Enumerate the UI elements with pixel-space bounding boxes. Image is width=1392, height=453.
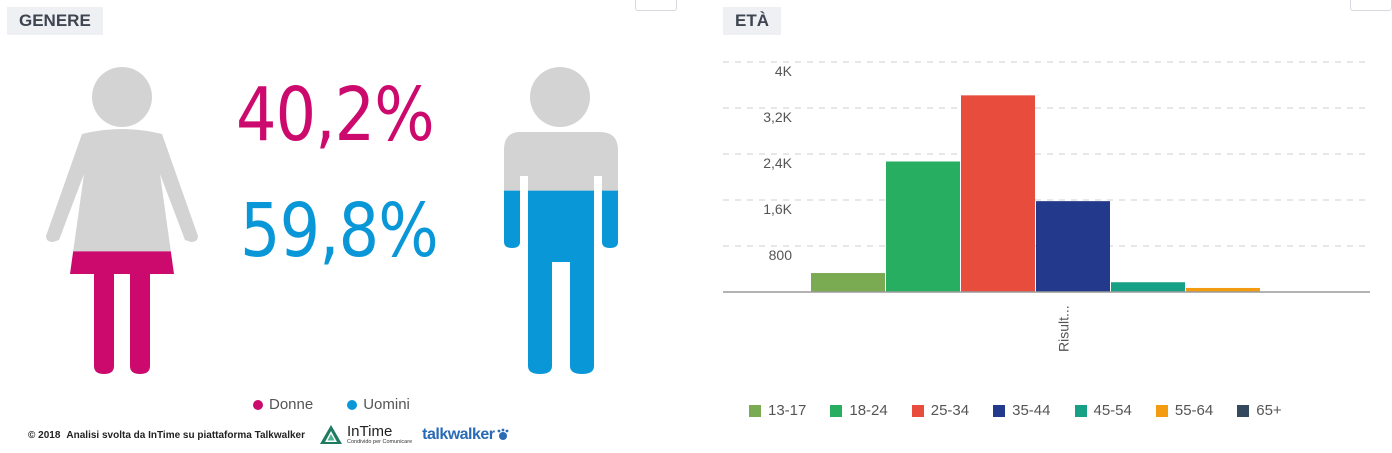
age-legend-label: 35-44 bbox=[1012, 402, 1051, 419]
age-legend-item[interactable]: 65+ bbox=[1237, 402, 1282, 419]
talkwalker-footprint-icon bbox=[497, 428, 508, 440]
age-legend-swatch bbox=[1074, 404, 1087, 417]
age-legend-label: 25-34 bbox=[930, 402, 970, 419]
y-tick-label: 2,4K bbox=[763, 155, 792, 171]
men-percentage: 59,8% bbox=[240, 188, 439, 274]
gender-panel-title: GENERE bbox=[7, 7, 103, 35]
age-legend-swatch bbox=[993, 404, 1006, 417]
intime-logo: InTime Condivido per Comunicare bbox=[319, 424, 412, 446]
women-legend-dot bbox=[253, 399, 263, 410]
age-bar-18-24[interactable] bbox=[886, 161, 960, 292]
age-legend-item[interactable]: 45-54 bbox=[1074, 402, 1132, 419]
x-category-label: Risult... bbox=[1056, 305, 1072, 352]
intime-logo-icon bbox=[320, 425, 343, 444]
y-tick-label: 3,2K bbox=[763, 109, 792, 125]
age-bar-25-34[interactable] bbox=[961, 95, 1035, 292]
gender-legend: Donne Uomini bbox=[253, 396, 410, 413]
y-tick-label: 4K bbox=[775, 63, 793, 79]
men-legend-label[interactable]: Uomini bbox=[363, 396, 410, 413]
age-legend-swatch bbox=[1237, 404, 1250, 417]
age-bar-55-64[interactable] bbox=[1186, 287, 1260, 292]
gender-panel-menu-button[interactable] bbox=[635, 0, 677, 11]
age-legend: 13-17 18-24 25-34 35-44 45-54 55-64 65+ bbox=[749, 402, 1306, 419]
talkwalker-logo: talkwalker bbox=[422, 426, 495, 443]
age-legend-swatch bbox=[749, 404, 761, 417]
age-bar-13-17[interactable] bbox=[811, 273, 885, 292]
age-bar-45-54[interactable] bbox=[1111, 282, 1185, 292]
age-legend-item[interactable]: 25-34 bbox=[911, 402, 970, 419]
age-legend-label: 45-54 bbox=[1093, 402, 1132, 419]
age-legend-label: 18-24 bbox=[849, 402, 888, 419]
age-legend-swatch bbox=[830, 404, 843, 417]
age-legend-item[interactable]: 35-44 bbox=[993, 402, 1051, 419]
men-legend-dot bbox=[347, 399, 358, 410]
intime-tagline: Condivido per Comunicare bbox=[347, 438, 413, 445]
age-legend-item[interactable]: 13-17 bbox=[749, 402, 806, 419]
women-legend-label[interactable]: Donne bbox=[269, 396, 314, 413]
age-legend-item[interactable]: 18-24 bbox=[830, 402, 888, 419]
age-bar-35-44[interactable] bbox=[1036, 201, 1110, 292]
age-legend-label: 55-64 bbox=[1174, 402, 1214, 419]
age-legend-swatch bbox=[1155, 404, 1168, 417]
credit-text: Analisi svolta da InTime su piattaforma … bbox=[66, 429, 306, 441]
y-tick-label: 800 bbox=[769, 247, 793, 263]
age-panel-title: ETÀ bbox=[723, 7, 781, 35]
age-legend-label: 13-17 bbox=[768, 402, 807, 419]
intime-name: InTime bbox=[347, 422, 393, 440]
women-percentage: 40,2% bbox=[236, 72, 435, 158]
footer: © 2018 Analisi svolta da InTime su piatt… bbox=[28, 424, 510, 446]
age-legend-item[interactable]: 55-64 bbox=[1155, 402, 1214, 419]
age-legend-label: 65+ bbox=[1256, 402, 1282, 419]
copyright-text: © 2018 bbox=[28, 429, 61, 441]
y-tick-label: 1,6K bbox=[763, 201, 792, 217]
age-legend-swatch bbox=[911, 404, 924, 417]
